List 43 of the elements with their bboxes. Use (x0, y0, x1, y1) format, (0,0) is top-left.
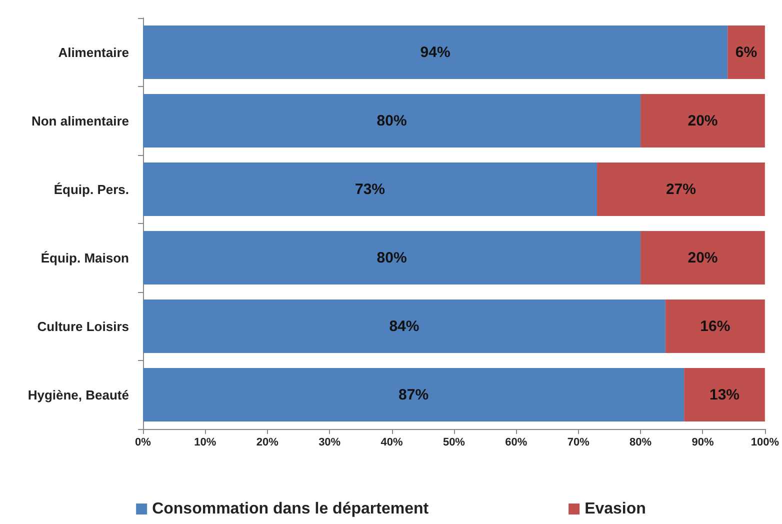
bar (143, 26, 728, 79)
data-label: 20% (688, 249, 718, 266)
legend-label: Consommation dans le département (152, 500, 430, 518)
data-label: 80% (376, 249, 407, 266)
bar (143, 300, 666, 353)
x-tick-label: 60% (505, 436, 528, 448)
x-tick-label: 80% (630, 436, 652, 448)
bar (640, 94, 765, 148)
legend-label: Evasion (584, 500, 646, 518)
x-tick-label: 100% (750, 436, 780, 448)
data-label: 16% (700, 318, 730, 335)
bar (684, 368, 765, 422)
bar (143, 94, 641, 148)
x-tick-label: 30% (318, 436, 341, 448)
data-label: 94% (420, 44, 450, 61)
y-tick-label: Non alimentaire (31, 113, 129, 128)
x-tick-label: 50% (442, 436, 466, 448)
x-tick-label: 40% (380, 436, 403, 448)
bar (597, 162, 765, 216)
bar (640, 231, 765, 284)
data-label: 20% (688, 112, 718, 130)
data-label: 80% (376, 112, 407, 130)
bar (143, 162, 598, 216)
x-tick-label: 10% (194, 436, 216, 448)
y-tick-label: Alimentaire (58, 44, 129, 60)
x-tick-label: 90% (692, 436, 714, 448)
data-label: 27% (666, 180, 696, 198)
data-label: 87% (398, 386, 429, 404)
bar (143, 368, 684, 422)
x-tick-label: 20% (256, 436, 279, 448)
data-label: 84% (389, 318, 420, 335)
bar (665, 300, 765, 353)
x-tick-label: 70% (567, 436, 590, 448)
bar (143, 231, 641, 284)
y-tick-label: Culture Loisirs (37, 318, 129, 334)
data-label: 73% (354, 180, 386, 198)
y-tick-label: Équip. Pers. (54, 182, 129, 197)
x-tick-label: 0% (135, 436, 152, 448)
y-tick-label: Hygiène, Beauté (28, 387, 129, 402)
data-label: 13% (709, 386, 740, 404)
y-tick-label: Équip. Maison (40, 250, 130, 266)
bar (728, 26, 765, 79)
data-label: 6% (735, 44, 758, 61)
